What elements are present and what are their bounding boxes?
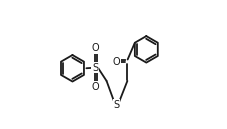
Text: S: S	[114, 100, 120, 110]
Text: O: O	[91, 82, 99, 92]
Text: O: O	[91, 43, 99, 53]
Text: S: S	[92, 63, 98, 73]
Text: O: O	[113, 57, 121, 67]
